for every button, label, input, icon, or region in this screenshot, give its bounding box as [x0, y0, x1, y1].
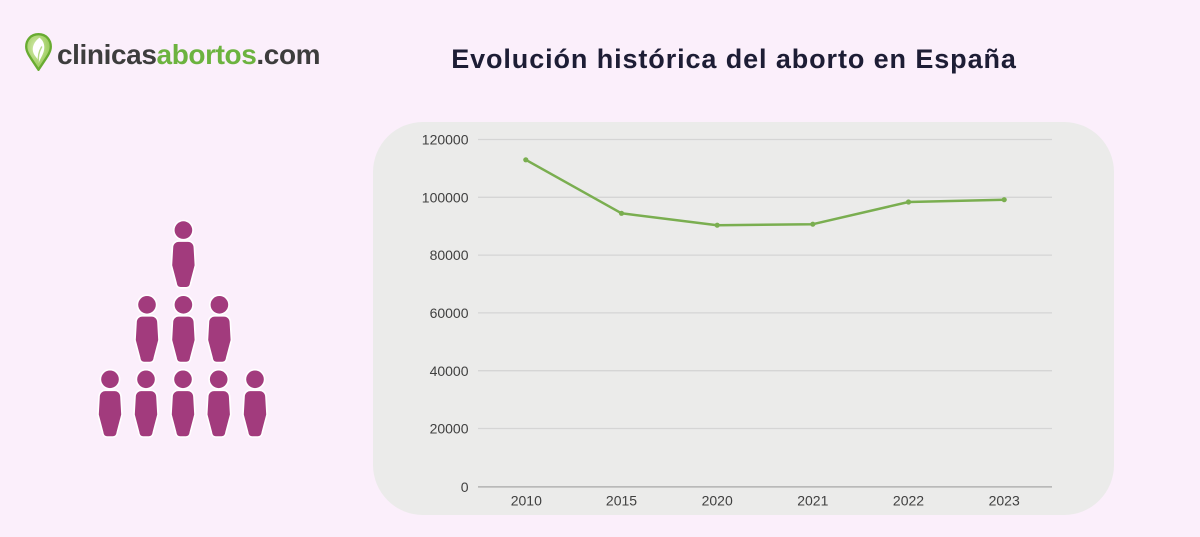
svg-text:2020: 2020 [702, 492, 733, 508]
svg-text:40000: 40000 [430, 363, 469, 379]
svg-text:100000: 100000 [422, 189, 469, 205]
svg-text:80000: 80000 [430, 247, 469, 263]
svg-text:20000: 20000 [430, 421, 469, 437]
svg-text:2021: 2021 [797, 492, 828, 508]
svg-text:2015: 2015 [606, 492, 637, 508]
svg-text:120000: 120000 [422, 132, 469, 148]
svg-text:2023: 2023 [989, 492, 1020, 508]
svg-text:2022: 2022 [893, 492, 924, 508]
svg-text:2010: 2010 [511, 492, 542, 508]
svg-text:60000: 60000 [430, 305, 469, 321]
svg-text:0: 0 [461, 479, 469, 495]
